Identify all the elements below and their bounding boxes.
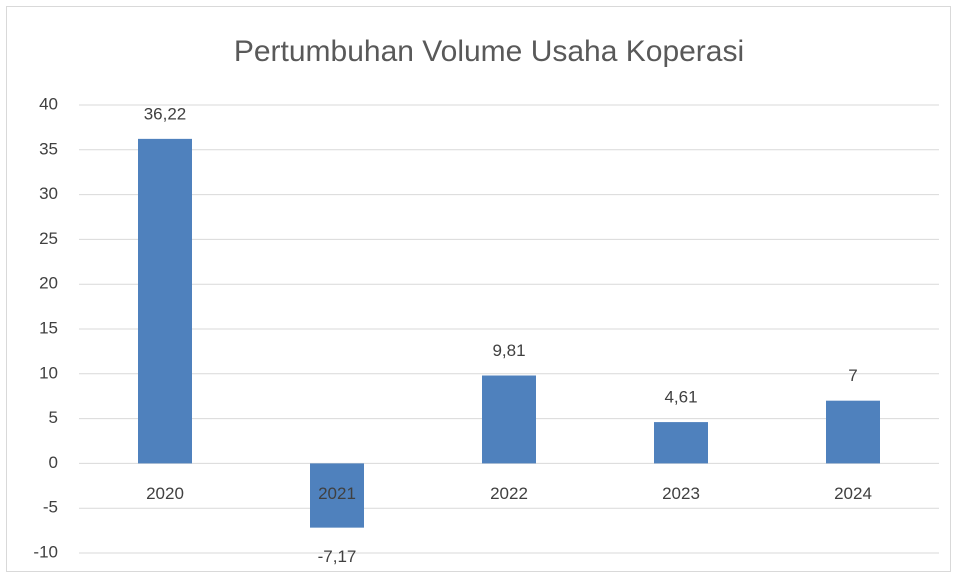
y-tick-label: 5 <box>49 408 58 427</box>
y-tick-label: 30 <box>39 184 58 203</box>
data-label: -7,17 <box>318 547 357 566</box>
bar <box>482 375 536 464</box>
data-label: 7 <box>848 366 857 385</box>
y-tick-label: -10 <box>33 542 58 561</box>
chart-title: Pertumbuhan Volume Usaha Koperasi <box>234 35 744 68</box>
data-label: 9,81 <box>492 341 525 360</box>
y-tick-label: 20 <box>39 274 58 293</box>
x-tick-label: 2023 <box>662 484 700 503</box>
y-tick-label: 25 <box>39 229 58 248</box>
x-tick-label: 2022 <box>490 484 528 503</box>
y-tick-label: 10 <box>39 363 58 382</box>
bar <box>654 422 708 464</box>
y-tick-label: 15 <box>39 318 58 337</box>
x-tick-label: 2021 <box>318 484 356 503</box>
data-label: 36,22 <box>144 104 187 123</box>
data-label: 4,61 <box>664 388 697 407</box>
y-tick-label: 0 <box>49 453 58 472</box>
bar <box>138 138 192 464</box>
y-tick-label: 40 <box>39 94 58 113</box>
bar <box>310 463 364 528</box>
x-tick-label: 2020 <box>146 484 184 503</box>
y-tick-label: 35 <box>39 139 58 158</box>
y-tick-label: -5 <box>43 498 58 517</box>
x-tick-label: 2024 <box>834 484 872 503</box>
bar <box>826 400 880 464</box>
